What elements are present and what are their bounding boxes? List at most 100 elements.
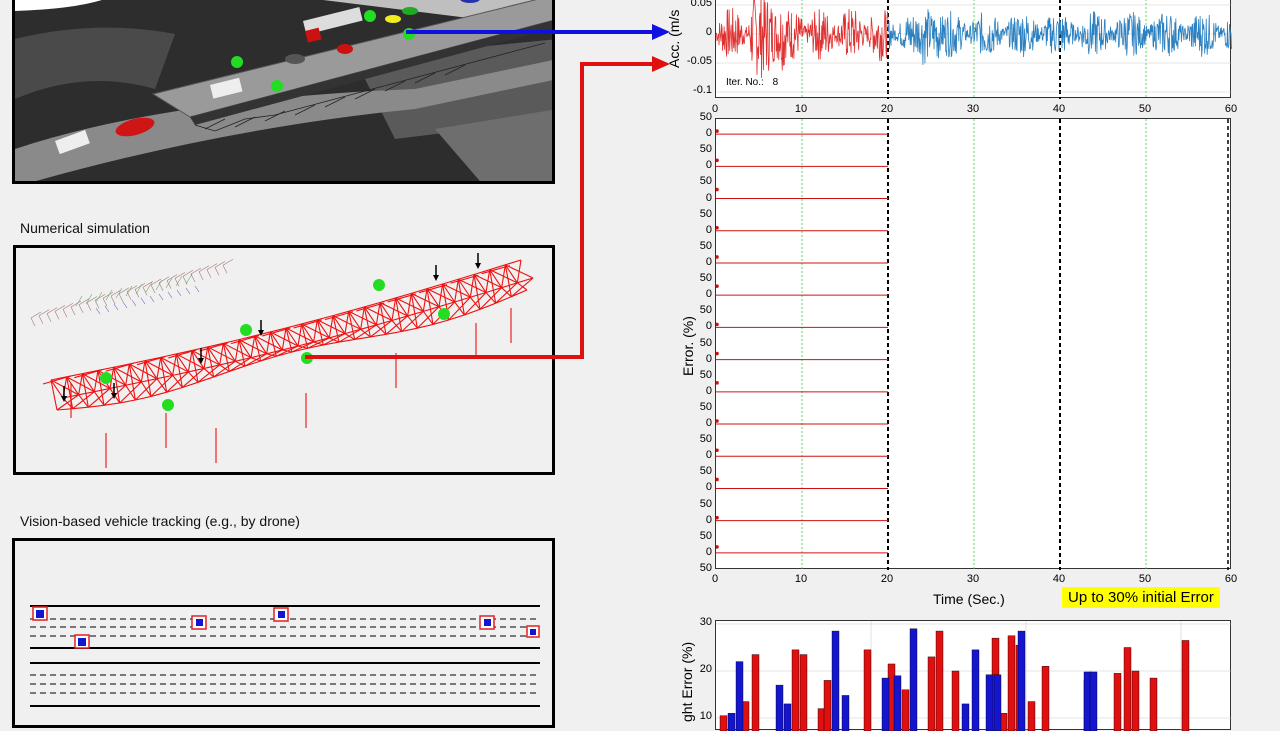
error-ytick: 50 [700,530,712,542]
numerical-simulation-frame [13,245,555,475]
red-series-bar [1042,666,1049,731]
weight-error-bars [716,621,1232,731]
error-ytick: 0 [706,320,712,332]
error-plot [715,118,1231,569]
acc-xtick: 30 [963,103,983,115]
error-ytick: 50 [700,240,712,252]
truss-model [16,248,555,475]
acc-xtick: 50 [1135,103,1155,115]
error-xtick: 60 [1221,573,1241,585]
error-ytick: 50 [700,175,712,187]
weight-ytick: 20 [700,663,712,675]
weight-ytick: 10 [700,710,712,722]
red-series-bar [1150,678,1157,731]
blue-series-bar [986,675,993,731]
iteration-text: Iter. No.: [726,77,764,88]
error-ytick: 0 [706,385,712,397]
acc-ytick: -0.05 [687,55,712,67]
error-ytick: 0 [706,127,712,139]
blue-series-bar [972,650,979,731]
red-series-bar [1124,648,1131,731]
bridge-photo [15,0,555,184]
error-ytick: 50 [700,433,712,445]
acc-ylabel: Acc. (m/s [666,10,682,68]
blue-series-bar [882,678,889,731]
red-series-bar [792,650,799,731]
error-ytick: 50 [700,401,712,413]
red-series-bar [1132,671,1139,731]
time-xlabel: Time (Sec.) [933,591,1005,607]
weight-error-plot [715,620,1231,730]
red-series-bar [864,650,871,731]
acc-xtick: 20 [877,103,897,115]
error-ytick: 0 [706,192,712,204]
vision-tracking-frame [12,538,555,728]
bridge-photo-frame [12,0,555,184]
error-ytick: 0 [706,449,712,461]
blue-series-bar [842,695,849,731]
error-ytick: 50 [700,465,712,477]
blue-series-bar [736,662,743,731]
error-ytick: 0 [706,481,712,493]
error-ytick: 50 [700,143,712,155]
error-ytick: 0 [706,514,712,526]
error-ylabel: Error. (%) [680,316,696,376]
red-series-bar [952,671,959,731]
acc-ytick: -0.1 [693,84,712,96]
acc-ytick: 0.05 [691,0,712,9]
error-xtick: 0 [705,573,725,585]
red-series-bar [1008,636,1015,731]
error-ytick: 50 [700,208,712,220]
blue-series-bar [728,713,735,731]
blue-series-bar [784,704,791,731]
blue-series-bar [994,675,1001,731]
weight-ytick: 30 [700,616,712,628]
error-ytick: 50 [700,337,712,349]
error-ytick: 50 [700,304,712,316]
lane-diagram [15,541,555,728]
error-xtick: 30 [963,573,983,585]
iteration-label: Iter. No.: 8 [726,77,778,88]
blue-series-bar [832,631,839,731]
acc-xtick: 40 [1049,103,1069,115]
error-xtick: 20 [877,573,897,585]
error-traces [716,119,1232,570]
acc-xtick: 10 [791,103,811,115]
error-ytick: 50 [700,111,712,123]
red-series-bar [824,680,831,731]
iteration-number: 8 [773,77,779,88]
vision-tracking-caption: Vision-based vehicle tracking (e.g., by … [20,513,300,529]
blue-series [728,629,1097,731]
error-ytick: 0 [706,159,712,171]
blue-series-bar [1090,672,1097,731]
error-ytick: 0 [706,224,712,236]
red-series-bar [720,716,727,731]
red-series-bar [1182,640,1189,731]
error-ytick: 0 [706,256,712,268]
acceleration-signal [716,0,1232,99]
acc-ytick: 0 [706,26,712,38]
blue-series-bar [910,629,917,731]
error-ytick: 50 [700,369,712,381]
error-ytick: 50 [700,272,712,284]
blue-series-bar [1018,631,1025,731]
error-xtick: 10 [791,573,811,585]
weight-error-ylabel: ght Error (%) [679,642,695,722]
acceleration-plot: Iter. No.: 8 [715,0,1231,98]
error-ytick: 0 [706,288,712,300]
red-series-bar [1114,673,1121,731]
acc-xtick: 60 [1221,103,1241,115]
blue-series-bar [962,704,969,731]
numerical-simulation-caption: Numerical simulation [20,220,150,236]
red-series-bar [936,631,943,731]
red-series-bar [902,690,909,731]
error-xtick: 50 [1135,573,1155,585]
error-ytick: 50 [700,498,712,510]
blue-series-bar [894,676,901,731]
red-series-bar [1028,702,1035,731]
initial-error-note: Up to 30% initial Error [1062,587,1220,608]
error-ytick: 0 [706,353,712,365]
blue-series-bar [776,685,783,731]
error-xtick: 40 [1049,573,1069,585]
error-ytick: 0 [706,546,712,558]
